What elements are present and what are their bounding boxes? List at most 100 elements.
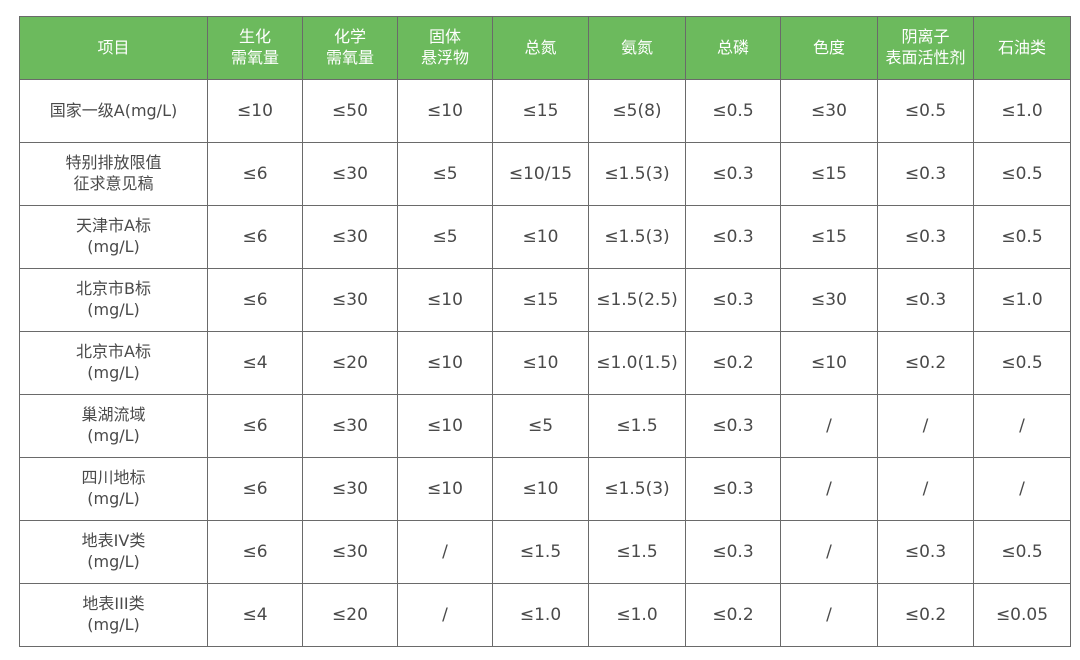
table-cell: ≤10 — [492, 331, 589, 395]
row-label-text: 地表III类 — [82, 594, 145, 614]
row-label: 地表III类 (mg/L) — [19, 583, 208, 647]
column-header-text: 氨氮 — [620, 37, 653, 57]
table-cell: ≤10 — [492, 205, 589, 269]
table-cell: ≤0.2 — [877, 331, 974, 395]
table-cell: ≤5 — [397, 142, 493, 206]
table-cell: ≤30 — [302, 457, 398, 521]
table-cell: / — [397, 583, 493, 647]
row-label: 四川地标 (mg/L) — [19, 457, 208, 521]
table-row: 巢湖流域 (mg/L) ≤6 ≤30 ≤10 ≤5 ≤1.5 ≤0.3// / — [19, 394, 1071, 458]
row-label-text: 北京市B标 — [76, 279, 151, 299]
table-cell: ≤0.3 — [877, 520, 974, 584]
column-header: 色度 — [780, 16, 878, 80]
row-label-text: (mg/L) — [87, 615, 140, 634]
column-header-text: 化学 — [333, 27, 366, 47]
row-label: 天津市A标 (mg/L) — [19, 205, 208, 269]
column-header: 化学 需氧量 — [302, 16, 398, 80]
table-cell: ≤10 — [397, 79, 493, 143]
table-row: 地表IV类 (mg/L) ≤6 ≤30/≤1.5 ≤1.5 ≤0.3/≤0.3 ≤0.5 — [19, 520, 1071, 584]
row-label: 地表IV类 (mg/L) — [19, 520, 208, 584]
table-cell: ≤6 — [207, 268, 303, 332]
row-label: 特别排放限值 征求意见稿 — [19, 142, 208, 206]
table-cell: ≤30 — [302, 205, 398, 269]
table-cell: ≤10 — [780, 331, 878, 395]
table-cell: ≤5 — [492, 394, 589, 458]
table-cell: ≤30 — [302, 394, 398, 458]
table-cell: ≤0.3 — [685, 142, 781, 206]
table-cell: ≤0.3 — [685, 520, 781, 584]
table-cell: / — [780, 457, 878, 521]
table-cell: / — [877, 457, 974, 521]
table-cell: ≤0.5 — [973, 205, 1071, 269]
row-label-text: 特别排放限值 — [65, 153, 162, 173]
table-cell: ≤15 — [780, 142, 878, 206]
column-header-text: 表面活性剂 — [885, 48, 966, 67]
header-row: 项目 生化 需氧量 化学 需氧量 固体 悬浮物 总氮 氨氮 总磷 色度 阴离子 表面活性剂 石油类 — [19, 16, 1071, 80]
table-cell: ≤1.5 — [588, 520, 686, 584]
row-label-text: 四川地标 — [81, 468, 146, 488]
table-cell: ≤1.0 — [492, 583, 589, 647]
row-label: 北京市A标 (mg/L) — [19, 331, 208, 395]
table-cell: ≤0.05 — [973, 583, 1071, 647]
table-cell: ≤6 — [207, 520, 303, 584]
table-row: 国家一级A(mg/L) ≤10 ≤50 ≤10 ≤15 ≤5(8) ≤0.5 ≤30 ≤0.5 ≤… — [19, 79, 1071, 143]
column-header-text: 固体 — [428, 27, 461, 47]
table-cell: ≤10 — [207, 79, 303, 143]
table-cell: ≤1.5 — [588, 394, 686, 458]
table-cell: ≤4 — [207, 583, 303, 647]
table-cell: ≤0.5 — [685, 79, 781, 143]
table-cell: ≤30 — [302, 520, 398, 584]
table-cell: / — [973, 394, 1071, 458]
table-row: 北京市B标 (mg/L) ≤6 ≤30 ≤10 ≤15 ≤1.5(2.5) ≤0.3 ≤30 ≤0… — [19, 268, 1071, 332]
column-header: 氨氮 — [588, 16, 686, 80]
row-label-text: 天津市A标 — [76, 216, 151, 236]
table-cell: ≤10 — [397, 457, 493, 521]
column-header-text: 色度 — [812, 37, 845, 57]
table-row: 北京市A标 (mg/L) ≤4 ≤20 ≤10 ≤10 ≤1.0(1.5) ≤0.2 ≤10 ≤0… — [19, 331, 1071, 395]
table-cell: ≤0.5 — [877, 79, 974, 143]
table-cell: ≤0.2 — [685, 583, 781, 647]
row-label: 北京市B标 (mg/L) — [19, 268, 208, 332]
row-label-text: (mg/L) — [87, 552, 140, 571]
table-cell: ≤0.3 — [877, 268, 974, 332]
table-cell: ≤6 — [207, 457, 303, 521]
table-cell: ≤15 — [492, 268, 589, 332]
row-label-text: (mg/L) — [87, 489, 140, 508]
table-cell: ≤1.5(2.5) — [588, 268, 686, 332]
table-row: 特别排放限值 征求意见稿 ≤6 ≤30 ≤5 ≤10/15 ≤1.5(3) ≤0.3 ≤15 ≤0… — [19, 142, 1071, 206]
table-cell: ≤1.0 — [973, 79, 1071, 143]
table-cell: / — [397, 520, 493, 584]
row-label-text: 巢湖流域 — [81, 405, 146, 425]
table-cell: ≤1.5 — [492, 520, 589, 584]
row-label-text: 地表IV类 — [81, 531, 146, 551]
column-header-text: 项目 — [97, 37, 130, 57]
table-cell: ≤10 — [397, 394, 493, 458]
discharge-standards-table: 项目 生化 需氧量 化学 需氧量 固体 悬浮物 总氮 氨氮 总磷 色度 阴离子 表面活性剂 石油类 国家一… — [19, 16, 1071, 647]
column-header: 项目 — [19, 16, 208, 80]
column-header: 总氮 — [492, 16, 589, 80]
table-cell: ≤30 — [302, 142, 398, 206]
table-cell: ≤0.3 — [685, 394, 781, 458]
table-cell: ≤1.0 — [588, 583, 686, 647]
table-cell: ≤5 — [397, 205, 493, 269]
table-cell: ≤10 — [397, 331, 493, 395]
table-cell: ≤10 — [397, 268, 493, 332]
column-header-text: 总磷 — [716, 37, 749, 57]
table-cell: ≤1.0 — [973, 268, 1071, 332]
row-label-text: (mg/L) — [87, 363, 140, 382]
column-header: 生化 需氧量 — [207, 16, 303, 80]
table-cell: ≤15 — [492, 79, 589, 143]
table-cell: ≤0.2 — [685, 331, 781, 395]
table-cell: ≤20 — [302, 331, 398, 395]
table-cell: ≤0.3 — [685, 457, 781, 521]
table-cell: ≤15 — [780, 205, 878, 269]
row-label-text: (mg/L) — [87, 237, 140, 256]
table-cell: ≤10 — [492, 457, 589, 521]
table-cell: ≤6 — [207, 205, 303, 269]
table-cell: ≤4 — [207, 331, 303, 395]
column-header-text: 生化 — [238, 27, 271, 47]
table-cell: ≤1.5(3) — [588, 457, 686, 521]
column-header-text: 悬浮物 — [420, 48, 469, 67]
table-cell: ≤50 — [302, 79, 398, 143]
table-cell: ≤0.3 — [685, 268, 781, 332]
